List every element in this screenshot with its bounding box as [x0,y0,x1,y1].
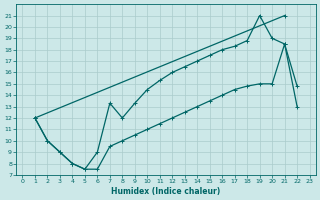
X-axis label: Humidex (Indice chaleur): Humidex (Indice chaleur) [111,187,221,196]
